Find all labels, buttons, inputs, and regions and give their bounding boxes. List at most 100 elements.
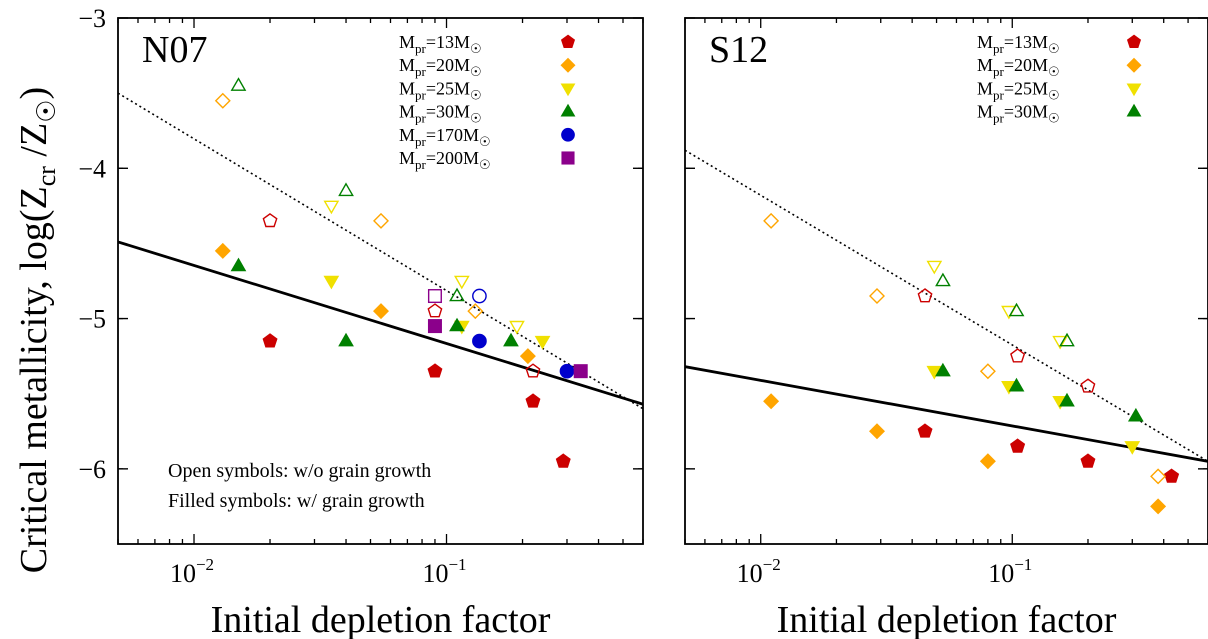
point-open-30 — [230, 77, 247, 91]
fit-line-dotted — [685, 149, 1208, 463]
legend-marker-13 — [560, 34, 576, 48]
fit-lines — [118, 92, 643, 410]
point-open-20 — [979, 363, 996, 380]
x-tick-label: 10−1 — [422, 555, 466, 588]
fit-line-solid — [685, 365, 1208, 463]
plot-frame — [684, 17, 1208, 545]
note-filled-symbols: Filled symbols: w/ grain growth — [168, 490, 425, 512]
point-filled-20 — [763, 393, 780, 410]
point-filled-20 — [869, 423, 885, 440]
ylabel-main: Critical metallicity, log(Z — [13, 186, 55, 573]
legend-label: Mpr=13M☉ — [399, 32, 482, 56]
point-open-25 — [1052, 335, 1069, 350]
point-filled-30 — [1127, 407, 1144, 422]
ylabel-end: ) — [13, 87, 55, 100]
legend-label: Mpr=170M☉ — [399, 125, 491, 149]
x-tick-label: 10−2 — [737, 555, 781, 588]
data-points — [763, 212, 1180, 515]
ylabel-sun-sub: ☉ — [32, 99, 61, 122]
point-filled-30 — [1059, 392, 1075, 407]
legend-label: Mpr=25M☉ — [399, 78, 482, 102]
y-tick-label: −6 — [78, 455, 106, 484]
point-open-20 — [1150, 468, 1167, 485]
point-filled-200 — [427, 319, 442, 334]
x-tick-label: 10−1 — [988, 555, 1032, 588]
fit-line-solid — [118, 240, 643, 406]
point-filled-20 — [214, 242, 231, 259]
x-tick-label: 10−2 — [170, 555, 214, 588]
point-open-170 — [472, 288, 487, 304]
y-tick-label: −3 — [78, 4, 106, 33]
point-open-25 — [323, 200, 340, 215]
panel-label: S12 — [709, 29, 768, 71]
fit-line-dotted — [118, 92, 643, 410]
data-points — [214, 77, 588, 468]
point-filled-13 — [1010, 438, 1026, 453]
y-axis-label: Critical metallicity, log(Zcr /Z☉) — [13, 87, 61, 573]
point-open-200 — [427, 289, 442, 304]
point-open-30 — [1008, 302, 1025, 317]
point-open-25 — [926, 260, 943, 275]
legend: Mpr=13M☉Mpr=20M☉Mpr=25M☉Mpr=30M☉ — [977, 32, 1142, 126]
point-open-25 — [453, 275, 470, 290]
svg-text:Critical metallicity, log(Zcr: Critical metallicity, log(Zcr /Z☉) — [13, 87, 61, 573]
point-filled-20 — [979, 453, 996, 470]
point-open-13 — [427, 303, 443, 318]
panel-label: N07 — [142, 29, 207, 71]
point-filled-25 — [1124, 441, 1141, 455]
point-filled-30 — [503, 332, 519, 347]
legend-marker-20 — [560, 57, 576, 73]
point-open-25 — [509, 320, 525, 335]
point-open-13 — [1080, 378, 1096, 393]
point-filled-13 — [555, 453, 571, 468]
point-filled-13 — [917, 423, 933, 438]
point-open-30 — [338, 182, 354, 197]
note-open-symbols: Open symbols: w/o grain growth — [168, 460, 431, 482]
ylabel-sub: cr — [32, 166, 61, 187]
point-filled-170 — [559, 363, 575, 379]
point-filled-170 — [472, 333, 487, 349]
point-filled-30 — [449, 317, 465, 332]
legend-label: Mpr=25M☉ — [977, 78, 1060, 102]
legend-label: Mpr=20M☉ — [977, 55, 1060, 79]
point-filled-13 — [1164, 468, 1180, 483]
point-filled-30 — [338, 332, 354, 347]
point-filled-25 — [323, 275, 340, 290]
point-filled-200 — [573, 364, 588, 379]
fit-lines — [685, 149, 1208, 463]
point-open-20 — [467, 303, 484, 320]
y-tick-label: −4 — [78, 154, 106, 183]
legend-marker-170 — [561, 127, 575, 142]
x-axis-label: Initial depletion factor — [211, 599, 551, 639]
point-filled-20 — [373, 303, 389, 320]
legend-marker-200 — [561, 151, 575, 165]
point-filled-30 — [230, 257, 247, 272]
point-open-20 — [214, 92, 231, 109]
point-filled-30 — [1008, 377, 1025, 392]
legend-marker-25 — [560, 83, 576, 97]
point-open-30 — [935, 272, 951, 287]
legend-marker-30 — [560, 103, 576, 117]
legend-marker-13 — [1126, 34, 1142, 48]
ylabel-mid: /Z — [13, 123, 55, 166]
panel-n07: −3 −4 −5 −6 10−2 10−1 Initial depletion factor… — [78, 4, 644, 639]
point-open-20 — [869, 288, 885, 304]
point-open-30 — [449, 287, 465, 302]
point-open-13 — [525, 363, 541, 378]
legend-marker-25 — [1126, 83, 1142, 97]
x-axis-label: Initial depletion factor — [777, 599, 1117, 639]
point-filled-20 — [1150, 498, 1167, 515]
point-open-13 — [1010, 348, 1026, 363]
point-open-20 — [763, 212, 780, 229]
point-filled-20 — [519, 348, 536, 365]
point-filled-30 — [935, 362, 951, 377]
point-filled-13 — [1080, 453, 1096, 468]
point-filled-13 — [427, 363, 443, 378]
point-filled-25 — [534, 335, 551, 350]
legend-label: Mpr=13M☉ — [977, 32, 1060, 56]
legend-marker-30 — [1126, 103, 1142, 117]
point-filled-13 — [262, 333, 278, 348]
legend-label: Mpr=30M☉ — [399, 102, 482, 126]
point-open-30 — [1059, 332, 1075, 347]
